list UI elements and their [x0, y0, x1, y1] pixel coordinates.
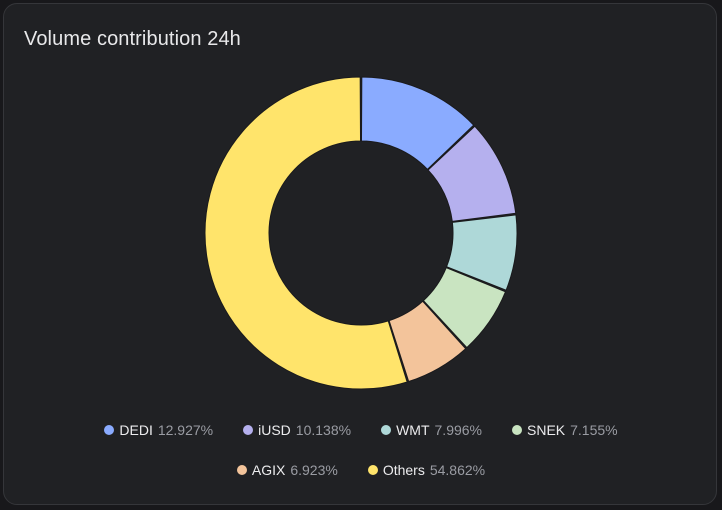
- donut-slice-snek[interactable]: [422, 267, 507, 349]
- legend-value: 12.927%: [157, 422, 214, 438]
- donut-chart: [204, 76, 518, 390]
- donut-slice-agix[interactable]: [388, 300, 467, 383]
- legend-swatch: [236, 465, 247, 475]
- legend-swatch: [243, 425, 254, 435]
- legend-item-agix[interactable]: AGIX 6.923%: [236, 462, 338, 478]
- legend-label: iUSD: [258, 422, 291, 438]
- legend-value: 6.923%: [290, 462, 338, 478]
- legend-item-iusd[interactable]: iUSD 10.138%: [243, 422, 351, 438]
- donut-slice-wmt[interactable]: [446, 214, 518, 291]
- legend-value: 7.155%: [570, 422, 618, 438]
- chart-legend: DEDI 12.927% iUSD 10.138% WMT 7.996% SNE…: [4, 416, 718, 496]
- legend-item-snek[interactable]: SNEK 7.155%: [512, 422, 618, 438]
- donut-slice-iusd[interactable]: [427, 125, 517, 222]
- legend-value: 54.862%: [429, 462, 486, 478]
- legend-label: Others: [382, 462, 425, 478]
- legend-label: DEDI: [119, 422, 153, 438]
- legend-item-wmt[interactable]: WMT 7.996%: [381, 422, 482, 438]
- legend-label: WMT: [396, 422, 430, 438]
- volume-contribution-card: Volume contribution 24h DEDI 12.927% iUS…: [3, 3, 717, 505]
- legend-swatch: [381, 425, 392, 435]
- legend-value: 7.996%: [434, 422, 482, 438]
- donut-slice-others[interactable]: [204, 76, 408, 390]
- donut-slice-dedi[interactable]: [360, 76, 475, 170]
- legend-swatch: [104, 425, 115, 435]
- legend-label: AGIX: [251, 462, 286, 478]
- legend-label: SNEK: [527, 422, 566, 438]
- legend-swatch: [367, 465, 378, 475]
- card-title: Volume contribution 24h: [24, 28, 241, 50]
- legend-item-dedi[interactable]: DEDI 12.927%: [104, 422, 213, 438]
- legend-value: 10.138%: [295, 422, 352, 438]
- legend-row: DEDI 12.927% iUSD 10.138% WMT 7.996% SNE…: [4, 416, 718, 444]
- legend-row: AGIX 6.923% Others 54.862%: [4, 456, 718, 484]
- legend-item-others[interactable]: Others 54.862%: [367, 462, 486, 478]
- legend-swatch: [512, 425, 522, 435]
